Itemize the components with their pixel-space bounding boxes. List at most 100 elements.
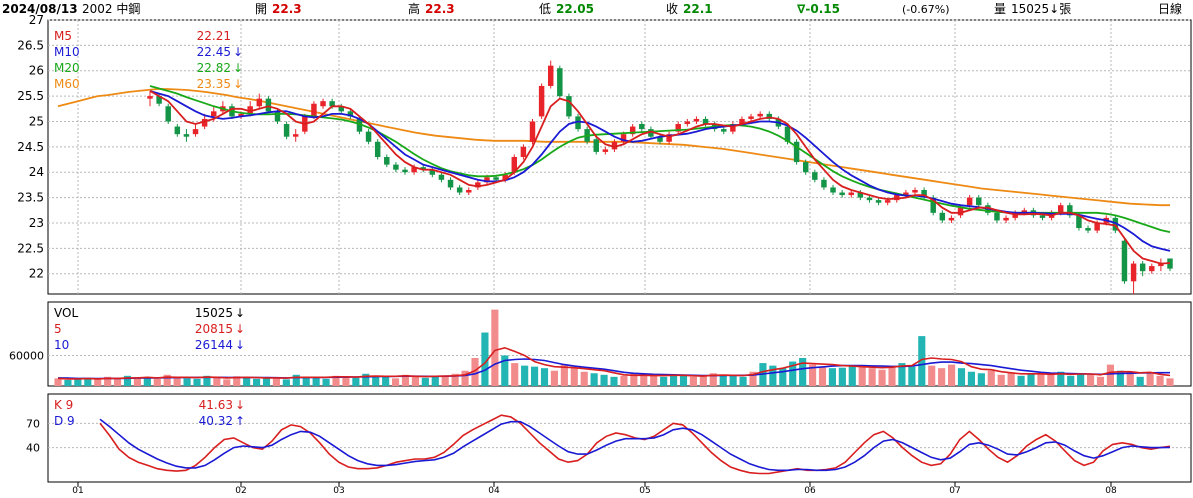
candle-body — [866, 197, 873, 201]
candle-body — [256, 98, 263, 107]
kd-legend: K 9 41.63 ↓ D 9 40.32 ↑ — [54, 398, 245, 428]
price-y-tick: 26.5 — [17, 38, 44, 52]
candle-body — [1021, 210, 1028, 213]
month-tick-label: 07 — [949, 486, 960, 494]
volume-bar — [113, 378, 122, 386]
candle-body — [839, 192, 845, 196]
candle-body — [966, 197, 973, 206]
volume-bar — [828, 368, 837, 386]
price-y-tick: 26 — [29, 64, 44, 78]
candle-body — [320, 101, 326, 107]
candle-body — [384, 157, 390, 165]
volume-ma5-series — [57, 346, 1171, 380]
volume-legend-arrow: ↓ — [235, 338, 245, 352]
candle-body — [1130, 263, 1137, 282]
ma5-series — [149, 90, 1171, 265]
month-tick-label: 01 — [72, 486, 83, 494]
header-close-label: 收 — [666, 2, 678, 16]
candle-body — [721, 129, 727, 132]
candle-body — [848, 192, 854, 196]
month-tick-label: 04 — [488, 486, 500, 494]
volume-bar — [1067, 375, 1075, 386]
candle-body — [192, 129, 199, 135]
volume-bar — [521, 365, 529, 386]
price-y-tick: 23 — [29, 216, 44, 230]
candle-body — [639, 124, 645, 130]
volume-bar — [918, 336, 926, 386]
volume-bar — [530, 366, 539, 386]
volume-bar — [799, 358, 807, 386]
candle-body — [1012, 212, 1018, 218]
candle-body — [156, 96, 162, 104]
price-y-tick: 24.5 — [17, 140, 44, 154]
candle-body — [283, 124, 290, 137]
volume-bar — [481, 332, 489, 386]
volume-bar — [769, 365, 777, 386]
volume-legend: VOL 15025 ↓5 20815 ↓10 26144 ↓ — [54, 306, 245, 352]
header-high-label: 高 — [408, 1, 420, 16]
volume-bar — [382, 376, 390, 386]
volume-bar — [987, 370, 995, 386]
candle-body — [475, 182, 481, 188]
candle-body — [438, 174, 445, 180]
candle-body — [675, 124, 681, 132]
volume-ma5-line — [57, 346, 1171, 380]
volume-bar — [1086, 374, 1095, 386]
volume-legend-value: 26144 — [195, 338, 233, 352]
volume-legend-arrow: ↓ — [235, 322, 245, 336]
candle-body — [830, 187, 836, 193]
month-axis: 01 02 03 04 05 06 07 08 — [72, 482, 1117, 496]
volume-bar — [570, 367, 578, 386]
volume-bar — [322, 378, 330, 386]
volume-bar — [1077, 373, 1085, 386]
month-tick-label: 03 — [333, 486, 344, 494]
candle-body — [456, 187, 463, 193]
candle-body — [147, 96, 153, 99]
candle-body — [657, 136, 663, 142]
price-legend-value: 22.45 — [197, 45, 231, 59]
volume-bar — [1047, 374, 1055, 386]
candle-body — [274, 111, 281, 122]
candle-body — [857, 192, 864, 198]
volume-bar — [1156, 375, 1164, 386]
header-close-value: 22.1 — [683, 2, 713, 16]
candle-body — [1067, 205, 1073, 216]
volume-bar — [679, 374, 688, 386]
kd-legend-name: D 9 — [54, 414, 75, 428]
volume-bar — [749, 371, 757, 386]
volume-legend-arrow: ↓ — [235, 306, 245, 320]
candle-body — [292, 134, 299, 137]
volume-bar — [928, 365, 936, 386]
volume-bar — [709, 373, 717, 386]
price-legend-name: M60 — [54, 77, 80, 91]
volume-bar — [64, 379, 72, 386]
header-low-label: 低 — [539, 2, 551, 16]
candle-body — [930, 197, 936, 213]
candle-body — [538, 85, 545, 117]
price-legend-arrow: ↓ — [233, 77, 243, 91]
candle-body — [1039, 215, 1046, 218]
volume-bar — [54, 378, 62, 386]
volume-bar — [660, 376, 668, 386]
volume-bar — [689, 376, 698, 386]
candle-body — [420, 167, 426, 170]
kd-y-axis: 70 40 — [26, 417, 40, 454]
candle-body — [693, 118, 700, 122]
candle-body — [611, 141, 618, 150]
volume-bar — [650, 375, 658, 386]
volume-bar — [1146, 372, 1154, 386]
header-low-value: 22.05 — [556, 2, 594, 16]
price-y-tick: 22.5 — [17, 241, 44, 255]
volume-bar — [252, 378, 261, 386]
candle-body — [329, 101, 335, 107]
volume-bar — [292, 374, 300, 386]
volume-bar — [699, 375, 707, 386]
candle-body — [557, 68, 563, 97]
volume-bar — [1017, 375, 1025, 386]
candle-body — [629, 126, 636, 135]
candle-body — [684, 121, 691, 125]
kd-grid — [48, 422, 1191, 449]
volume-bar — [213, 377, 221, 386]
